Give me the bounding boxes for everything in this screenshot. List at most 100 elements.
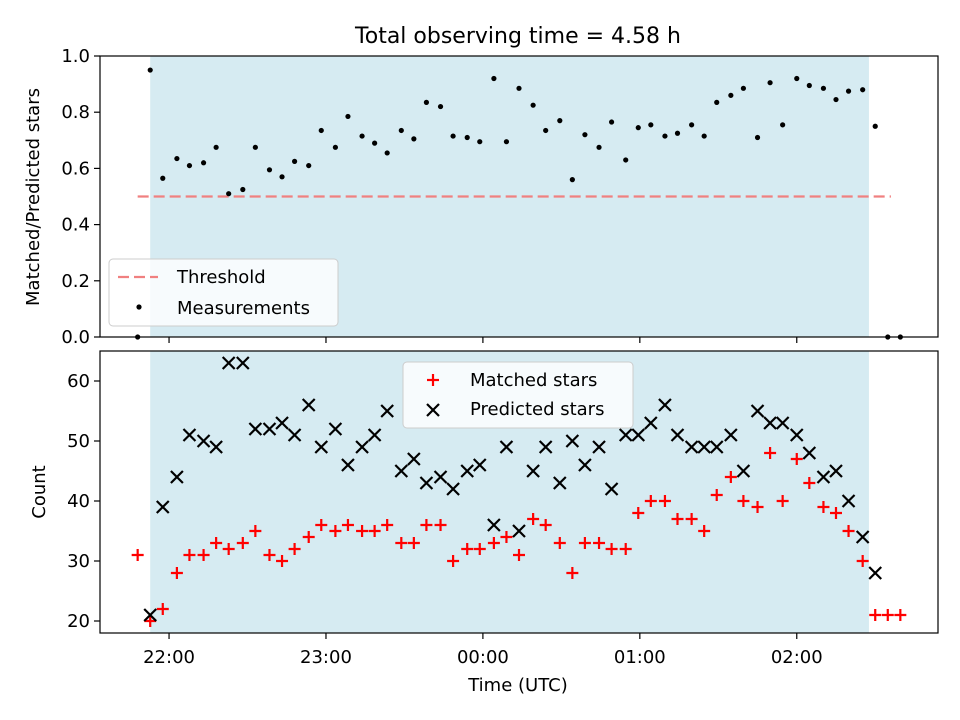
matched-star-point <box>156 603 169 615</box>
matched-star-point <box>803 477 816 489</box>
matched-star-point <box>276 555 289 567</box>
top-legend-measurements-swatch <box>136 304 142 310</box>
measurement-point <box>450 133 456 139</box>
predicted-star-point <box>512 524 526 538</box>
predicted-star-point <box>526 464 540 478</box>
measurement-point <box>754 134 761 141</box>
top-x-ticks <box>168 337 798 343</box>
matched-star-point <box>644 495 657 507</box>
predicted-star-point <box>538 440 553 454</box>
predicted-star-point <box>789 428 804 442</box>
measurement-point <box>833 96 839 103</box>
matched-star-point <box>183 549 196 561</box>
measurement-point <box>160 175 166 181</box>
matched-star-point <box>842 525 855 537</box>
predicted-star-point <box>750 404 765 418</box>
predicted-star-point <box>802 446 817 460</box>
predicted-star-point <box>314 440 329 454</box>
matched-star-point <box>473 543 486 555</box>
top-legend-threshold-label: Threshold <box>176 267 266 288</box>
predicted-star-point <box>262 422 277 436</box>
predicted-star-point <box>182 428 197 442</box>
matched-star-point <box>817 501 830 513</box>
predicted-star-point <box>341 458 355 472</box>
y-tick-label: 60 <box>67 371 90 392</box>
predicted-star-point <box>829 464 843 478</box>
measurement-point <box>582 132 588 138</box>
matched-star-point <box>632 507 645 519</box>
chart-title: Total observing time = 4.58 h <box>354 24 681 49</box>
measurement-point <box>701 133 707 139</box>
predicted-star-point <box>355 440 369 454</box>
predicted-star-point <box>196 434 211 448</box>
predicted-star-point <box>433 470 448 484</box>
predicted-star-point <box>736 464 751 478</box>
predicted-star-point <box>578 458 592 472</box>
matched-star-point <box>420 519 433 531</box>
measurement-point <box>226 191 232 197</box>
measurement-point <box>291 158 298 164</box>
measurement-point <box>318 127 324 134</box>
matched-star-point <box>249 525 262 537</box>
measurement-point <box>345 113 351 120</box>
measurement-point <box>596 144 602 150</box>
predicted-star-point <box>697 440 711 454</box>
matched-star-point <box>263 549 276 561</box>
predicted-star-point <box>143 608 157 622</box>
predicted-star-point <box>446 482 460 496</box>
matched-star-point <box>751 501 764 513</box>
measurement-point <box>780 122 786 128</box>
measurement-point <box>674 130 681 136</box>
predicted-star-point <box>380 404 394 418</box>
measurement-point <box>820 85 827 91</box>
measurement-point <box>767 80 773 86</box>
measurement-point <box>543 127 549 134</box>
predicted-star-markers <box>143 356 883 622</box>
top-panel: 0.0 0.2 0.4 0.6 0.8 1.0 Matched/Predicted sta… <box>23 46 939 348</box>
measurement-point <box>464 134 470 141</box>
measurement-point <box>213 144 219 150</box>
y-tick-label: 50 <box>67 431 90 452</box>
predicted-star-point <box>604 482 619 496</box>
matched-star-point <box>856 555 869 567</box>
matched-star-point <box>197 549 210 561</box>
measurement-point <box>608 119 615 125</box>
matched-star-point <box>461 543 474 555</box>
matched-star-point <box>539 519 552 531</box>
matched-star-point <box>619 543 632 555</box>
matched-star-point <box>685 513 698 525</box>
top-plot-frame <box>99 55 939 338</box>
measurement-point <box>689 122 695 128</box>
matched-star-point <box>381 519 394 531</box>
predicted-star-point <box>775 416 790 430</box>
measurement-point <box>740 85 747 91</box>
bottom-legend-predicted-swatch <box>426 403 440 417</box>
matched-star-point <box>222 543 235 555</box>
x-tick-label: 02:00 <box>771 647 823 668</box>
measurement-point <box>398 127 404 134</box>
measurement-point <box>437 103 444 110</box>
predicted-star-point <box>155 500 170 514</box>
predicted-star-point <box>631 428 646 442</box>
measurement-point <box>240 186 246 193</box>
measurement-point <box>174 155 180 162</box>
predicted-star-point <box>618 428 633 442</box>
matched-star-point <box>131 549 144 561</box>
measurement-point <box>477 139 483 145</box>
y-tick-label: 40 <box>67 491 90 512</box>
top-legend: Threshold Measurements <box>108 258 339 327</box>
predicted-star-point <box>248 422 263 436</box>
matched-star-point <box>869 609 882 621</box>
matched-star-point <box>881 609 894 621</box>
matched-star-point <box>578 537 591 549</box>
measurement-point <box>872 123 878 129</box>
measurement-point <box>557 118 563 124</box>
matched-star-point <box>210 537 223 549</box>
predicted-star-point <box>644 416 658 430</box>
predicted-star-point <box>855 530 870 544</box>
measurement-point <box>266 167 273 173</box>
matched-star-point <box>829 507 842 519</box>
top-y-axis-label: Matched/Predicted stars <box>23 88 44 306</box>
matched-star-point <box>724 471 737 483</box>
